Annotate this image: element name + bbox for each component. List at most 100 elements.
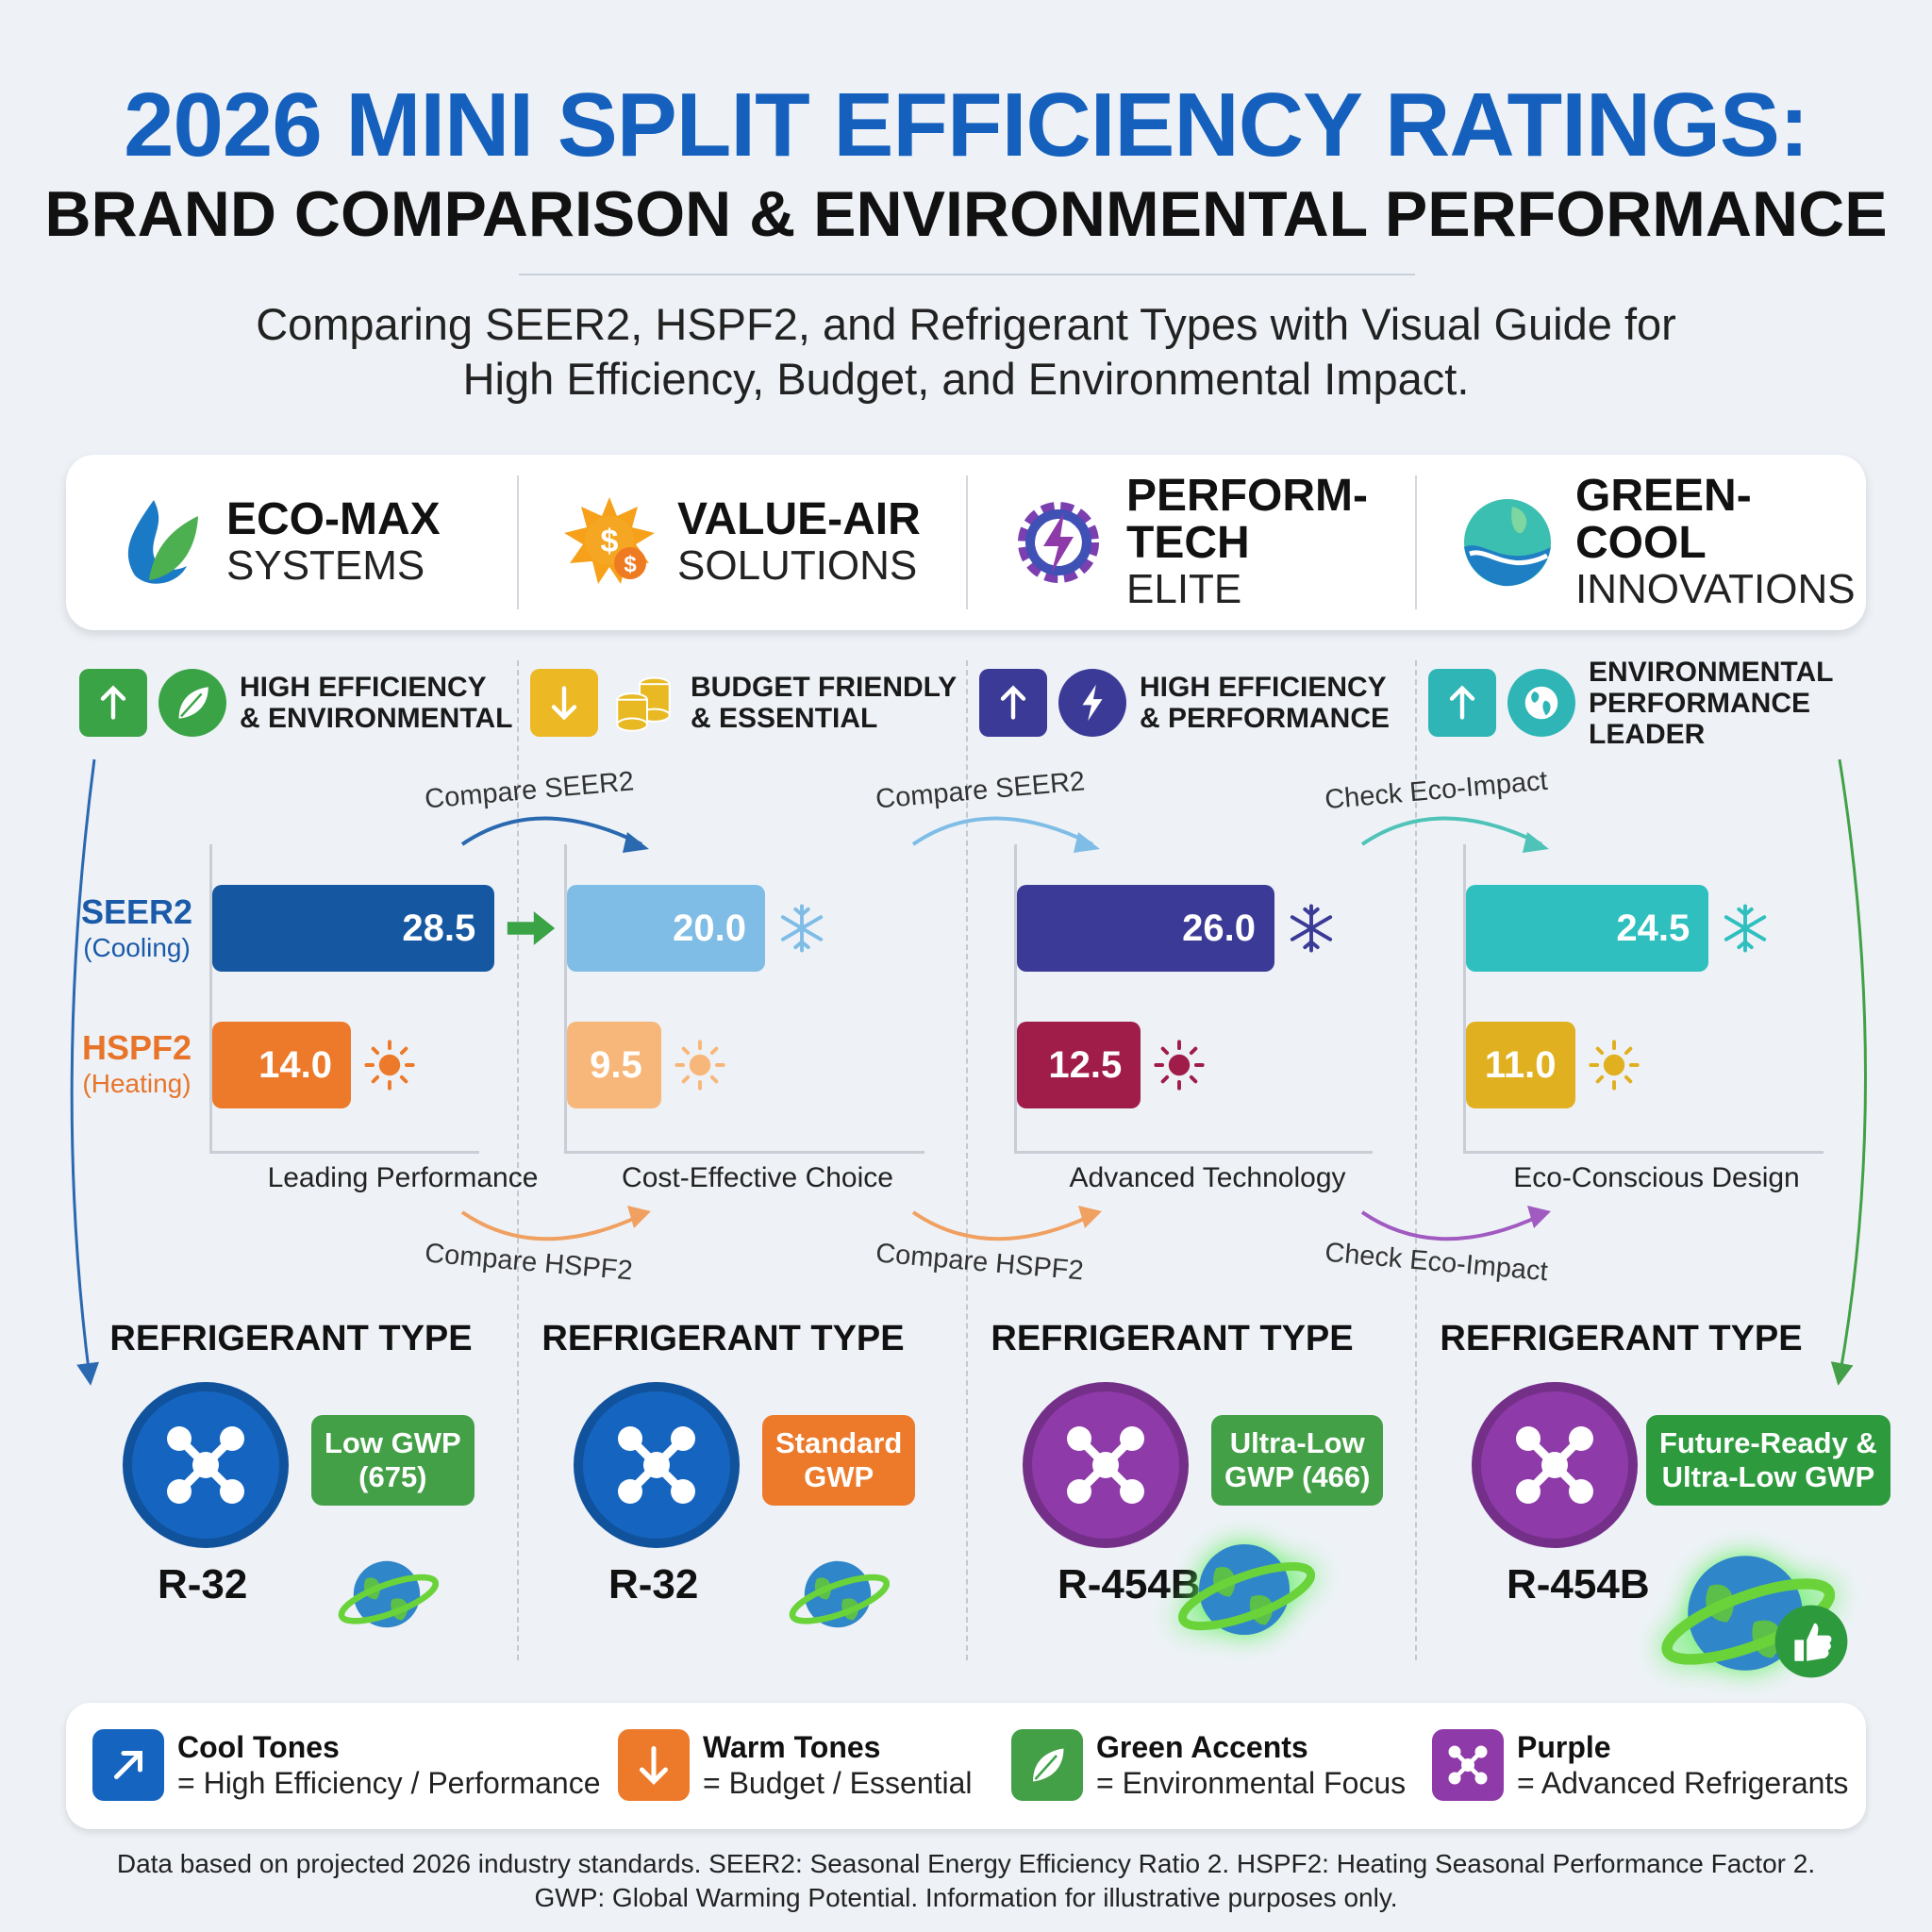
main-subtitle: BRAND COMPARISON & ENVIRONMENTAL PERFORM… xyxy=(44,178,1888,250)
tag-arrow-badge xyxy=(979,669,1047,737)
planet-icon xyxy=(789,1560,891,1628)
brand-1: $ $ VALUE-AIR SOLUTIONS xyxy=(517,455,967,630)
brand-name-line1: GREEN-COOL xyxy=(1575,471,1752,568)
brand-name-line1: VALUE-AIR xyxy=(677,494,921,544)
gwp-badge-line: Low GWP xyxy=(325,1426,461,1459)
gwp-badge: Standard GWP xyxy=(762,1415,916,1506)
refrigerant-heading: REFRIGERANT TYPE xyxy=(541,1319,905,1358)
chart-axis xyxy=(564,844,924,1154)
refrigerant-name: R-32 xyxy=(158,1561,248,1607)
legend-swatch xyxy=(1011,1729,1083,1801)
arrow-down-icon xyxy=(551,686,577,721)
hspf2-bar: 12.5 xyxy=(1017,1022,1141,1108)
tag-arrow-badge xyxy=(1428,669,1496,737)
planet-icon-wrap xyxy=(786,1542,891,1651)
hspf2-bar: 11.0 xyxy=(1466,1022,1575,1108)
left-flow-arrow xyxy=(70,758,99,1386)
thumbs-up-icon xyxy=(1774,1605,1848,1678)
footnote-line: Data based on projected 2026 industry st… xyxy=(116,1849,1816,1878)
seer2-marker xyxy=(505,902,558,959)
hspf2-sublabel: (Heating) xyxy=(82,1069,192,1098)
snowflake-icon xyxy=(780,904,824,953)
right-flow-arrow xyxy=(1830,758,1867,1386)
chart-caption: Eco-Conscious Design xyxy=(1513,1162,1800,1193)
tagline-line: & PERFORMANCE xyxy=(1140,703,1391,734)
planet-icon xyxy=(1661,1556,1836,1671)
molecule-icon xyxy=(1516,1426,1593,1504)
leaf-icon xyxy=(1033,1748,1064,1782)
seer2-axis-label: SEER2 (Cooling) xyxy=(75,894,198,966)
compare-arrow-top xyxy=(911,816,1100,853)
legend-text: Warm Tones = Budget / Essential xyxy=(703,1729,973,1801)
tag-arrow-badge xyxy=(79,669,147,737)
legend-title: Purple xyxy=(1517,1730,1611,1764)
brand-name: PERFORM-TECH ELITE xyxy=(1126,473,1416,612)
compare-arrow-bottom xyxy=(460,1206,651,1241)
tag-symbol-badge xyxy=(1058,669,1126,737)
compare-arrow-bottom xyxy=(911,1206,1102,1241)
legend-desc: = Environmental Focus xyxy=(1096,1766,1407,1800)
sun-icon xyxy=(364,1040,415,1091)
hspf2-marker xyxy=(1588,1039,1641,1096)
molecule-icon xyxy=(1067,1426,1144,1504)
gwp-badge: Ultra-Low GWP (466) xyxy=(1211,1415,1384,1506)
brand-divider xyxy=(966,475,968,609)
legend-title: Cool Tones xyxy=(177,1730,340,1764)
brand-tagline: HIGH EFFICIENCY & ENVIRONMENTAL xyxy=(79,660,512,745)
footnote: Data based on projected 2026 industry st… xyxy=(0,1847,1932,1915)
chart-caption: Advanced Technology xyxy=(1069,1162,1346,1193)
footnote-line: GWP: Global Warming Potential. Informati… xyxy=(534,1883,1398,1912)
arrow-up-right-icon xyxy=(114,1751,142,1779)
legend-title: Green Accents xyxy=(1096,1730,1308,1764)
tagline-text: HIGH EFFICIENCY & PERFORMANCE xyxy=(1140,672,1390,734)
legend-text: Cool Tones = High Efficiency / Performanc… xyxy=(177,1729,601,1801)
gwp-badge-line: Ultra-Low GWP xyxy=(1661,1460,1875,1493)
gwp-badge-line: Future-Ready & xyxy=(1659,1426,1877,1459)
planet-icon xyxy=(338,1560,440,1628)
seer2-bar: 26.0 xyxy=(1017,885,1274,972)
compare-arrow-top xyxy=(460,816,649,853)
column-divider xyxy=(1415,660,1417,1660)
molecule-icon xyxy=(618,1426,695,1504)
gwp-badge: Future-Ready & Ultra-Low GWP xyxy=(1646,1415,1890,1506)
tagline-line: BUDGET FRIENDLY xyxy=(691,672,958,703)
gwp-badge-line: GWP (466) xyxy=(1224,1460,1371,1493)
arrow-up-icon xyxy=(100,685,126,720)
legend-desc: = Budget / Essential xyxy=(703,1766,973,1800)
brand-tagline: HIGH EFFICIENCY & PERFORMANCE xyxy=(979,660,1390,745)
planet-icon-wrap xyxy=(1174,1519,1316,1665)
refrigerant-name: R-454B xyxy=(1058,1561,1201,1607)
brand-2: PERFORM-TECH ELITE xyxy=(966,455,1416,630)
seer2-marker xyxy=(775,902,828,959)
planet-icon xyxy=(1178,1544,1316,1635)
brand-name: GREEN-COOL INNOVATIONS xyxy=(1575,473,1865,612)
thumbs-up-wrap xyxy=(1774,1604,1849,1684)
legend-text: Green Accents = Environmental Focus xyxy=(1096,1729,1406,1801)
chart-axis xyxy=(1014,844,1373,1154)
hspf2-value: 11.0 xyxy=(1484,1043,1557,1086)
brand-divider xyxy=(517,475,519,609)
description: Comparing SEER2, HSPF2, and Refrigerant … xyxy=(0,297,1932,407)
hspf2-value: 12.5 xyxy=(1048,1043,1123,1086)
legend-item: Green Accents = Environmental Focus xyxy=(1011,1729,1406,1801)
tagline-line: PERFORMANCE xyxy=(1589,687,1811,719)
column-divider xyxy=(517,660,519,1660)
divider xyxy=(519,274,1415,275)
brand-name-line2: SOLUTIONS xyxy=(677,542,918,589)
tagline-text: HIGH EFFICIENCY & ENVIRONMENTAL xyxy=(240,672,512,734)
description-line: High Efficiency, Budget, and Environment… xyxy=(462,354,1470,404)
bolt-icon xyxy=(1082,684,1103,722)
sun-icon xyxy=(1154,1040,1205,1091)
tag-symbol-badge xyxy=(1507,669,1575,737)
tagline-line: HIGH EFFICIENCY xyxy=(1140,672,1387,703)
gwp-badge-line: (675) xyxy=(358,1460,427,1493)
legend-desc: = Advanced Refrigerants xyxy=(1517,1766,1849,1800)
globe-wave-icon xyxy=(1464,499,1551,587)
chart-caption: Leading Performance xyxy=(267,1162,539,1193)
brand-divider xyxy=(1415,475,1417,609)
seer2-bar: 20.0 xyxy=(567,885,765,972)
legend-swatch xyxy=(1432,1729,1504,1801)
seer2-value: 20.0 xyxy=(673,907,746,949)
refrigerant-icon xyxy=(1023,1382,1189,1548)
